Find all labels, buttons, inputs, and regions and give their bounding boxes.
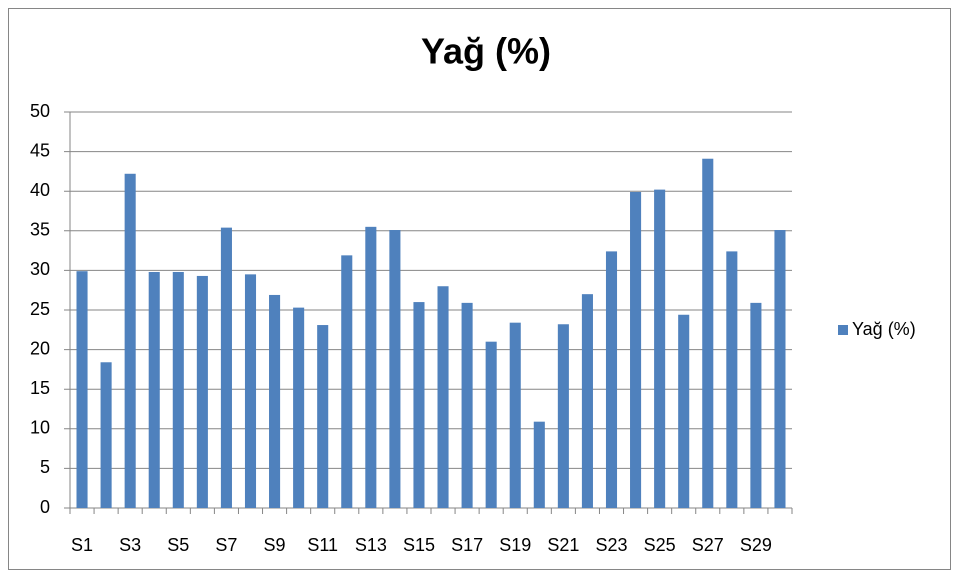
x-tick-label: S23: [595, 535, 627, 555]
bar: [196, 275, 208, 508]
x-tick-label: S29: [740, 535, 772, 555]
x-tick-label: S11: [307, 535, 338, 555]
bar: [581, 294, 593, 508]
y-tick-label: 50: [30, 101, 50, 121]
y-tick-label: 40: [30, 180, 50, 200]
bar: [76, 271, 88, 508]
bar: [413, 302, 425, 508]
bar: [750, 302, 762, 508]
x-tick-label: S15: [403, 535, 435, 555]
bar: [341, 255, 353, 508]
x-tick-label: S3: [119, 535, 141, 555]
bar: [630, 191, 642, 508]
y-tick-label: 45: [30, 140, 50, 160]
bar: [557, 324, 569, 508]
bar: [509, 322, 521, 508]
x-tick-label: S5: [167, 535, 189, 555]
bar: [172, 271, 184, 508]
x-tick-label: S17: [451, 535, 483, 555]
y-tick-label: 0: [40, 497, 50, 517]
bar: [220, 227, 232, 508]
x-tick-label: S27: [692, 535, 724, 555]
y-tick-label: 15: [30, 378, 50, 398]
y-tick-label: 20: [30, 338, 50, 358]
bar: [269, 294, 281, 508]
x-tick-label: S7: [215, 535, 237, 555]
bar: [654, 189, 666, 508]
chart-title: Yağ (%): [421, 31, 551, 72]
bar: [461, 302, 473, 508]
legend-swatch: [838, 325, 848, 335]
bar: [389, 230, 401, 508]
x-tick-label: S25: [644, 535, 676, 555]
bar: [774, 230, 786, 508]
bar: [485, 341, 497, 508]
y-tick-label: 30: [30, 259, 50, 279]
bar: [124, 173, 136, 508]
bar: [100, 362, 112, 508]
bar: [365, 226, 377, 508]
bar: [533, 421, 545, 508]
y-tick-label: 25: [30, 299, 50, 319]
y-tick-label: 5: [40, 457, 50, 477]
y-tick-label: 35: [30, 220, 50, 240]
chart-border: [8, 8, 951, 570]
bar: [293, 307, 305, 508]
x-tick-label: S13: [355, 535, 387, 555]
y-tick-label: 10: [30, 418, 50, 438]
bar: [437, 286, 449, 508]
bar: [702, 158, 714, 508]
x-tick-label: S1: [71, 535, 93, 555]
bar: [317, 325, 329, 508]
x-tick-label: S19: [499, 535, 531, 555]
bar: [726, 251, 738, 508]
legend-label: Yağ (%): [852, 319, 916, 339]
bar: [605, 251, 618, 508]
x-tick-label: S9: [264, 535, 286, 555]
bar: [678, 314, 690, 508]
bar: [244, 274, 257, 508]
bar: [148, 271, 160, 508]
x-tick-label: S21: [547, 535, 579, 555]
